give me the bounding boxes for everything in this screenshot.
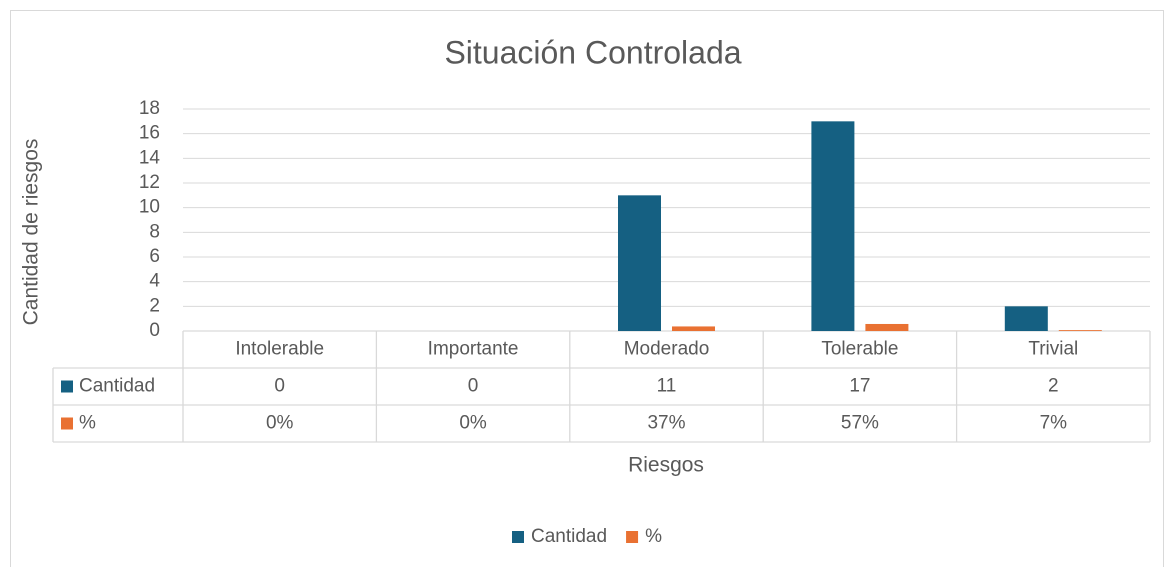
table-cell: 17: [849, 376, 870, 397]
y-tick-label: 14: [139, 147, 161, 168]
table-cell: 0: [274, 376, 285, 397]
legend-key: [626, 531, 639, 543]
y-tick-label: 2: [149, 295, 160, 316]
bar: [1004, 306, 1048, 331]
y-tick-label: 6: [149, 246, 160, 267]
bar: [811, 121, 855, 331]
table-cell: 0%: [459, 413, 487, 434]
x-tick-label: Tolerable: [821, 339, 898, 360]
y-tick-label: 18: [139, 98, 160, 119]
legend-label: %: [645, 526, 662, 547]
y-axis-title: Cantidad de riesgos: [20, 139, 43, 326]
bar: [672, 326, 715, 331]
chart-title: Situación Controlada: [444, 34, 741, 70]
x-tick-label: Trivial: [1028, 339, 1078, 360]
table-cell: 11: [657, 376, 677, 397]
table-cell: 57%: [841, 413, 879, 434]
table-cell: 7%: [1040, 413, 1068, 434]
table-series-name: %: [79, 413, 96, 434]
table-cell: 2: [1048, 376, 1059, 397]
legend-key: [512, 531, 524, 543]
bar: [618, 195, 661, 331]
bar: [1058, 330, 1102, 331]
y-tick-label: 12: [139, 172, 160, 193]
table-cell: 37%: [647, 413, 685, 434]
y-tick-label: 8: [149, 221, 160, 242]
table-series-name: Cantidad: [79, 376, 155, 397]
y-tick-label: 4: [149, 271, 160, 292]
chart-border: [10, 10, 1164, 567]
y-tick-label: 16: [139, 123, 160, 144]
x-axis-title: Riesgos: [628, 454, 704, 477]
x-tick-label: Moderado: [624, 339, 710, 360]
x-tick-label: Intolerable: [235, 339, 324, 360]
y-tick-label: 0: [149, 320, 160, 341]
table-cell: 0%: [266, 413, 294, 434]
y-tick-label: 10: [139, 197, 160, 218]
legend-label: Cantidad: [531, 526, 607, 547]
x-tick-label: Importante: [428, 339, 519, 360]
table-cell: 0: [468, 376, 479, 397]
bar: [865, 323, 909, 331]
table-legend-key: [61, 417, 73, 430]
table-legend-key: [61, 380, 73, 393]
